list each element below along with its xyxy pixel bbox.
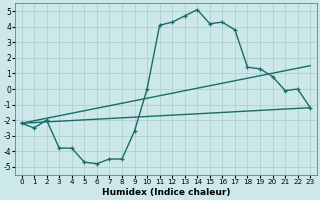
X-axis label: Humidex (Indice chaleur): Humidex (Indice chaleur) — [102, 188, 230, 197]
